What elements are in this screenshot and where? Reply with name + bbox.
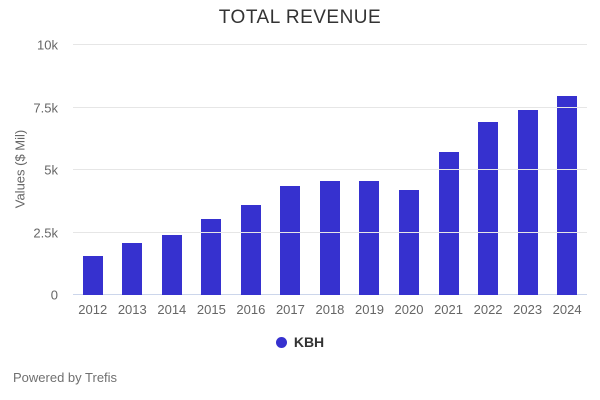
bar-slot-2018 — [310, 45, 350, 295]
x-tick-label-2019: 2019 — [355, 302, 384, 317]
bar-2014[interactable] — [161, 234, 182, 295]
bar-slot-2021 — [429, 45, 469, 295]
x-tick-label-2023: 2023 — [513, 302, 543, 317]
x-tick-label-2022: 2022 — [473, 302, 503, 317]
legend-label: KBH — [293, 334, 325, 350]
bar-slot-2024 — [547, 45, 587, 295]
gridline-2.5k — [73, 231, 587, 233]
bar-2013[interactable] — [122, 242, 143, 295]
x-tick-label-2015: 2015 — [196, 302, 226, 317]
x-tick-label-2016: 2016 — [236, 302, 266, 317]
x-tick-label-2024: 2024 — [552, 302, 582, 317]
y-axis-labels: 0 2.5k 5k 7.5k 10k — [0, 38, 58, 303]
x-tick-label-2013: 2013 — [117, 302, 147, 317]
x-tick-label-2021: 2021 — [434, 302, 463, 317]
bar-slot-2014 — [152, 45, 192, 295]
x-tick-label-2020: 2020 — [394, 302, 424, 317]
y-tick-label-0: 0 — [50, 287, 58, 303]
x-tick-label-2012: 2012 — [78, 302, 108, 317]
x-axis-labels: 2012 2013 2014 2015 2016 2017 2018 2019 2020 2021… — [73, 302, 587, 317]
y-tick-label-5k: 5k — [44, 162, 58, 178]
bar-slot-2017 — [271, 45, 311, 295]
bar-slot-2016 — [231, 45, 271, 295]
bar-2012[interactable] — [82, 256, 103, 295]
x-tick-label-2018: 2018 — [315, 302, 345, 317]
bar-2018[interactable] — [319, 181, 340, 295]
bar-2019[interactable] — [359, 181, 380, 295]
bar-2017[interactable] — [280, 185, 301, 295]
bar-slot-2012 — [73, 45, 113, 295]
x-tick-label-2017: 2017 — [275, 302, 305, 317]
powered-by-trefis: Powered by Trefis — [13, 370, 118, 385]
bar-slot-2015 — [192, 45, 232, 295]
bar-2023[interactable] — [517, 110, 538, 295]
plot-area — [73, 44, 587, 295]
bar-slot-2022 — [468, 45, 508, 295]
legend-item-kbh[interactable]: KBH — [0, 334, 600, 350]
x-tick-label-2014: 2014 — [157, 302, 187, 317]
bar-2022[interactable] — [478, 122, 499, 295]
bar-2021[interactable] — [438, 151, 459, 295]
y-tick-label-2.5k: 2.5k — [33, 225, 58, 240]
gridline-10k — [73, 44, 587, 45]
gridline-7.5k — [73, 106, 587, 108]
bar-2016[interactable] — [240, 205, 261, 295]
gridline-5k — [73, 169, 587, 170]
bar-2015[interactable] — [201, 219, 222, 295]
bar-slot-2023 — [508, 45, 548, 295]
bar-slot-2020 — [389, 45, 429, 295]
bar-2024[interactable] — [557, 96, 578, 295]
chart-title: TOTAL REVENUE — [218, 7, 382, 28]
y-tick-label-10k: 10k — [37, 37, 58, 53]
bars-container — [73, 45, 587, 295]
bar-2020[interactable] — [399, 190, 420, 295]
legend-marker-icon — [275, 336, 287, 348]
bar-slot-2013 — [113, 45, 153, 295]
y-tick-label-7.5k: 7.5k — [33, 100, 58, 115]
bar-slot-2019 — [350, 45, 390, 295]
